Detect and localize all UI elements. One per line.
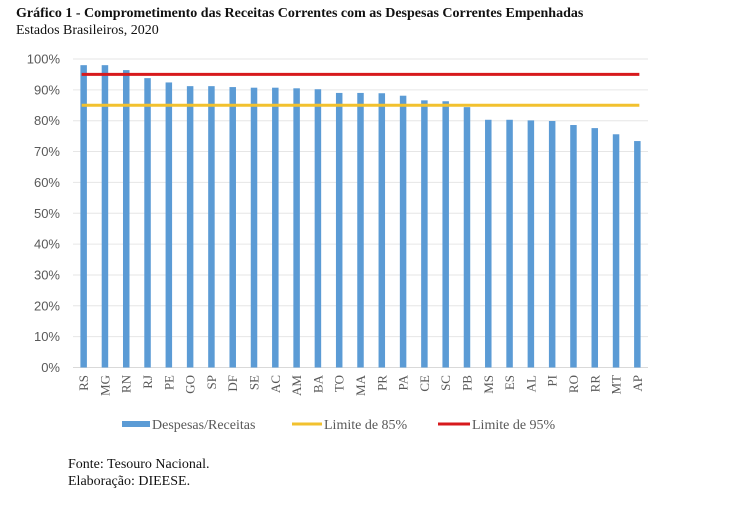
x-tick-label: PA [396,374,411,390]
legend-bar-swatch [122,421,150,427]
x-tick-label: PE [161,375,176,390]
x-tick-label: MT [609,375,624,395]
bar-ma [357,92,364,368]
x-tick-label: BA [310,374,325,393]
bar-rs [80,65,87,368]
chart-footer: Fonte: Tesouro Nacional. Elaboração: DIE… [68,456,209,490]
bar-ro [570,125,577,368]
y-tick-label: 60% [34,175,60,190]
legend-line-swatch [292,422,322,426]
x-tick-label: RS [76,375,91,391]
bar-pa [399,95,407,368]
bar-ba [314,89,322,368]
y-tick-label: 40% [34,237,60,252]
y-tick-label: 70% [34,144,60,159]
legend-item: Limite de 95% [438,418,556,433]
x-tick-label: AC [268,375,283,393]
legend-label: Despesas/Receitas [152,418,255,433]
y-tick-label: 0% [41,360,60,375]
x-tick-label: PB [459,375,474,391]
bar-mg [101,65,109,368]
bar-mt [612,134,620,368]
bar-sp [208,86,215,368]
y-tick-label: 100% [27,52,61,67]
y-tick-label: 80% [34,113,60,128]
bar-to [335,92,343,368]
bars [80,65,641,368]
bar-df [229,87,236,368]
y-tick-label: 50% [34,206,60,221]
bar-al [527,120,535,368]
x-tick-label: GO [183,375,198,394]
y-tick-label: 30% [34,267,60,282]
legend-label: Limite de 85% [324,418,408,433]
x-tick-label: CE [417,375,432,392]
bar-se [250,87,258,368]
legend-item: Limite de 85% [292,418,408,433]
x-tick-label: AM [289,375,304,396]
y-tick-label: 20% [34,298,60,313]
x-tick-label: SE [247,375,262,390]
x-tick-label: RR [587,375,602,393]
x-tick-label: RO [566,375,581,393]
legend-item: Despesas/Receitas [122,418,255,433]
legend-label: Limite de 95% [472,418,556,433]
x-tick-label: PR [374,375,389,391]
legend-line-swatch [438,422,470,426]
y-tick-label: 10% [34,329,60,344]
bar-ce [421,100,428,368]
x-tick-label: MA [353,374,368,396]
bar-rr [591,128,599,368]
x-tick-label: RJ [140,375,155,389]
x-axis: RS MG RN RJ PE GO SP DF SE AC AM BA TO MA PR PA CE SC PB MS… [76,374,645,396]
bar-pe [165,82,173,368]
chart-title: Gráfico 1 - Comprometimento das Receitas… [16,6,584,21]
x-tick-label: ES [502,375,517,390]
bar-pb [463,107,471,368]
x-tick-label: AP [630,375,645,392]
bar-pr [378,93,386,368]
bar-ap [634,141,641,368]
x-tick-label: MS [481,375,496,394]
y-tick-label: 90% [34,82,60,97]
source-note: Fonte: Tesouro Nacional. [68,457,210,472]
x-tick-label: DF [225,375,240,392]
bar-rj [144,78,151,368]
bar-sc [442,101,449,368]
x-tick-label: SC [438,375,453,391]
bar-pi [548,121,556,368]
y-axis: 0% 10% 20% 30% 40% 50% 60% 70% 80% 90% 100% [27,52,61,376]
bar-go [186,86,194,368]
bar-es [506,119,513,368]
bar-ms [485,119,492,368]
x-tick-label: MG [97,375,112,396]
x-tick-label: SP [204,375,219,389]
elaboration-note: Elaboração: DIEESE. [68,474,191,489]
bar-am [293,88,300,368]
x-tick-label: TO [332,375,347,392]
chart-subtitle: Estados Brasileiros, 2020 [16,23,159,38]
threshold-lines [81,72,640,107]
bar-ac [272,87,279,368]
bar-rn [122,70,130,368]
legend: Despesas/Receitas Limite de 85% Limite de … [122,418,556,433]
x-tick-label: RN [119,374,134,393]
x-tick-label: PI [545,375,560,387]
x-tick-label: AL [523,375,538,392]
